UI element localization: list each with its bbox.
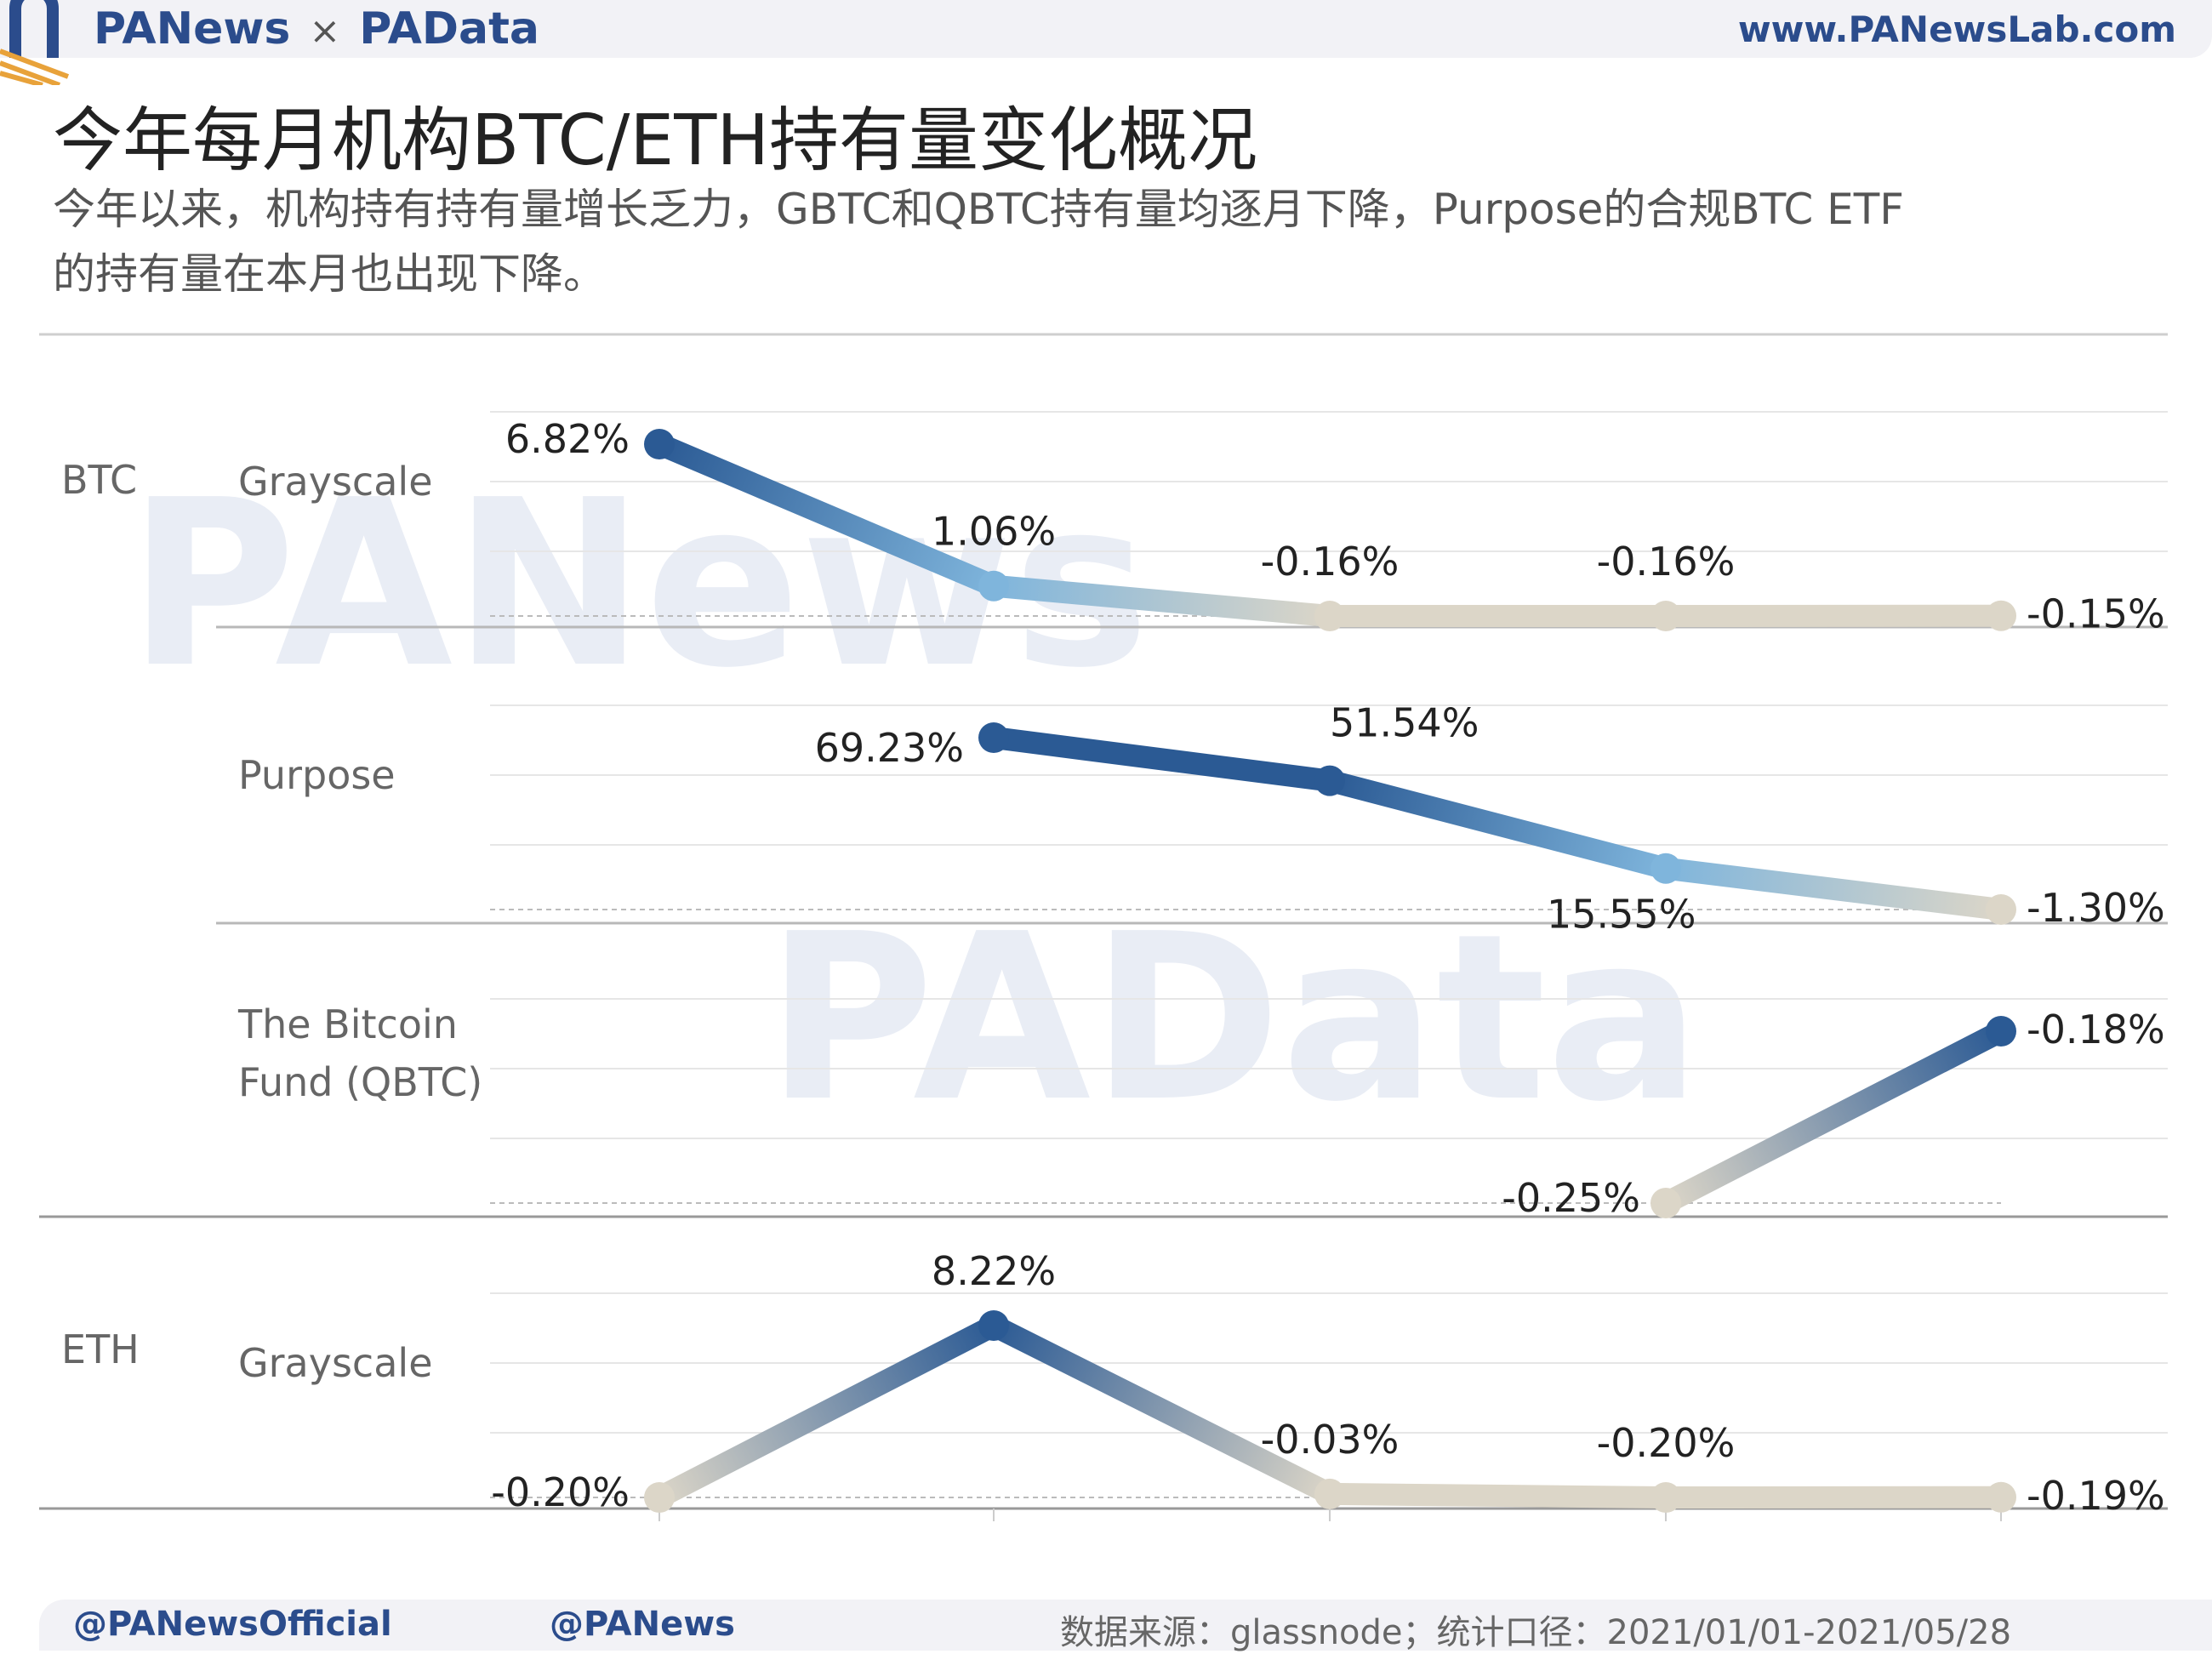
brand-title: PANews × PAData: [94, 3, 539, 54]
series-line-segment: [994, 1326, 1330, 1494]
series-name: Purpose: [238, 752, 396, 798]
series-line-segment: [1330, 1494, 1666, 1497]
data-label: 15.55%: [1547, 892, 1696, 938]
data-label: 51.54%: [1330, 700, 1479, 746]
data-label: 69.23%: [815, 725, 964, 771]
series-name: Grayscale: [238, 459, 433, 505]
data-label: -0.16%: [1261, 539, 1400, 585]
data-point: [978, 571, 1009, 602]
data-label: -0.25%: [1502, 1175, 1640, 1221]
page-title: 今年每月机构BTC/ETH持有量变化概况: [53, 83, 1257, 185]
data-point: [1986, 1482, 2016, 1513]
data-label: 6.82%: [505, 416, 630, 462]
series-line-segment: [1666, 1031, 2001, 1203]
brand-separator: ×: [309, 9, 340, 53]
series-line-segment: [1330, 781, 1666, 869]
data-point: [1650, 1188, 1681, 1218]
x-tick-label: 5月: [1968, 1530, 2035, 1531]
data-label: -0.16%: [1597, 539, 1736, 585]
data-label: 1.06%: [932, 509, 1056, 555]
x-tick-label: 4月: [1633, 1530, 1700, 1531]
series-name: Fund (QBTC): [238, 1059, 482, 1105]
data-label: -0.20%: [1597, 1420, 1736, 1466]
data-label: -0.03%: [1261, 1417, 1400, 1463]
top-bar: PANews × PAData www.PANewsLab.com: [0, 0, 2212, 58]
x-tick-label: 2月: [961, 1530, 1028, 1531]
data-point: [1650, 601, 1681, 631]
data-label: -0.19%: [2027, 1473, 2165, 1519]
data-label: -0.20%: [491, 1469, 630, 1515]
data-label: -1.30%: [2027, 885, 2165, 931]
data-point: [978, 1310, 1009, 1341]
data-label: -0.18%: [2027, 1007, 2165, 1052]
data-point: [644, 429, 675, 459]
data-source: 数据来源：glassnode；统计口径：2021/01/01-2021/05/2…: [1060, 1605, 2011, 1654]
x-tick-label: 3月: [1297, 1530, 1364, 1531]
data-point: [1314, 1479, 1345, 1509]
line-chart: PANewsPADataBTCETHGrayscale6.82%1.06%-0.…: [0, 323, 2212, 1531]
asset-label-btc: BTC: [61, 457, 137, 503]
data-point: [978, 722, 1009, 753]
site-url: www.PANewsLab.com: [1738, 9, 2176, 50]
series-line-segment: [659, 1326, 994, 1497]
data-label: 8.22%: [932, 1248, 1056, 1294]
data-label: -0.15%: [2027, 591, 2165, 637]
weibo-handle: @PANews: [550, 1605, 735, 1644]
asset-label-eth: ETH: [61, 1326, 140, 1372]
twitter-handle: @PANewsOfficial: [73, 1605, 392, 1644]
panews-logo-icon: [0, 0, 85, 85]
brand-padata: PAData: [359, 3, 539, 54]
data-point: [1650, 1482, 1681, 1513]
page-subtitle: 今年以来，机构持有持有量增长乏力，GBTC和QBTC持有量均逐月下降，Purpo…: [53, 177, 1924, 306]
data-point: [1986, 601, 2016, 631]
x-tick-label: 1月: [626, 1530, 693, 1531]
footer-bar: @PANewsOfficial @PANews 数据来源：glassnode；统…: [39, 1600, 2212, 1651]
data-point: [1650, 853, 1681, 884]
data-point: [1314, 601, 1345, 631]
data-point: [1986, 1016, 2016, 1047]
data-point: [1986, 894, 2016, 925]
data-point: [644, 1482, 675, 1513]
series-name: The Bitcoin: [237, 1001, 458, 1047]
series-line-segment: [1666, 869, 2001, 910]
data-point: [1314, 766, 1345, 796]
brand-panews: PANews: [94, 3, 290, 54]
series-name: Grayscale: [238, 1340, 433, 1386]
